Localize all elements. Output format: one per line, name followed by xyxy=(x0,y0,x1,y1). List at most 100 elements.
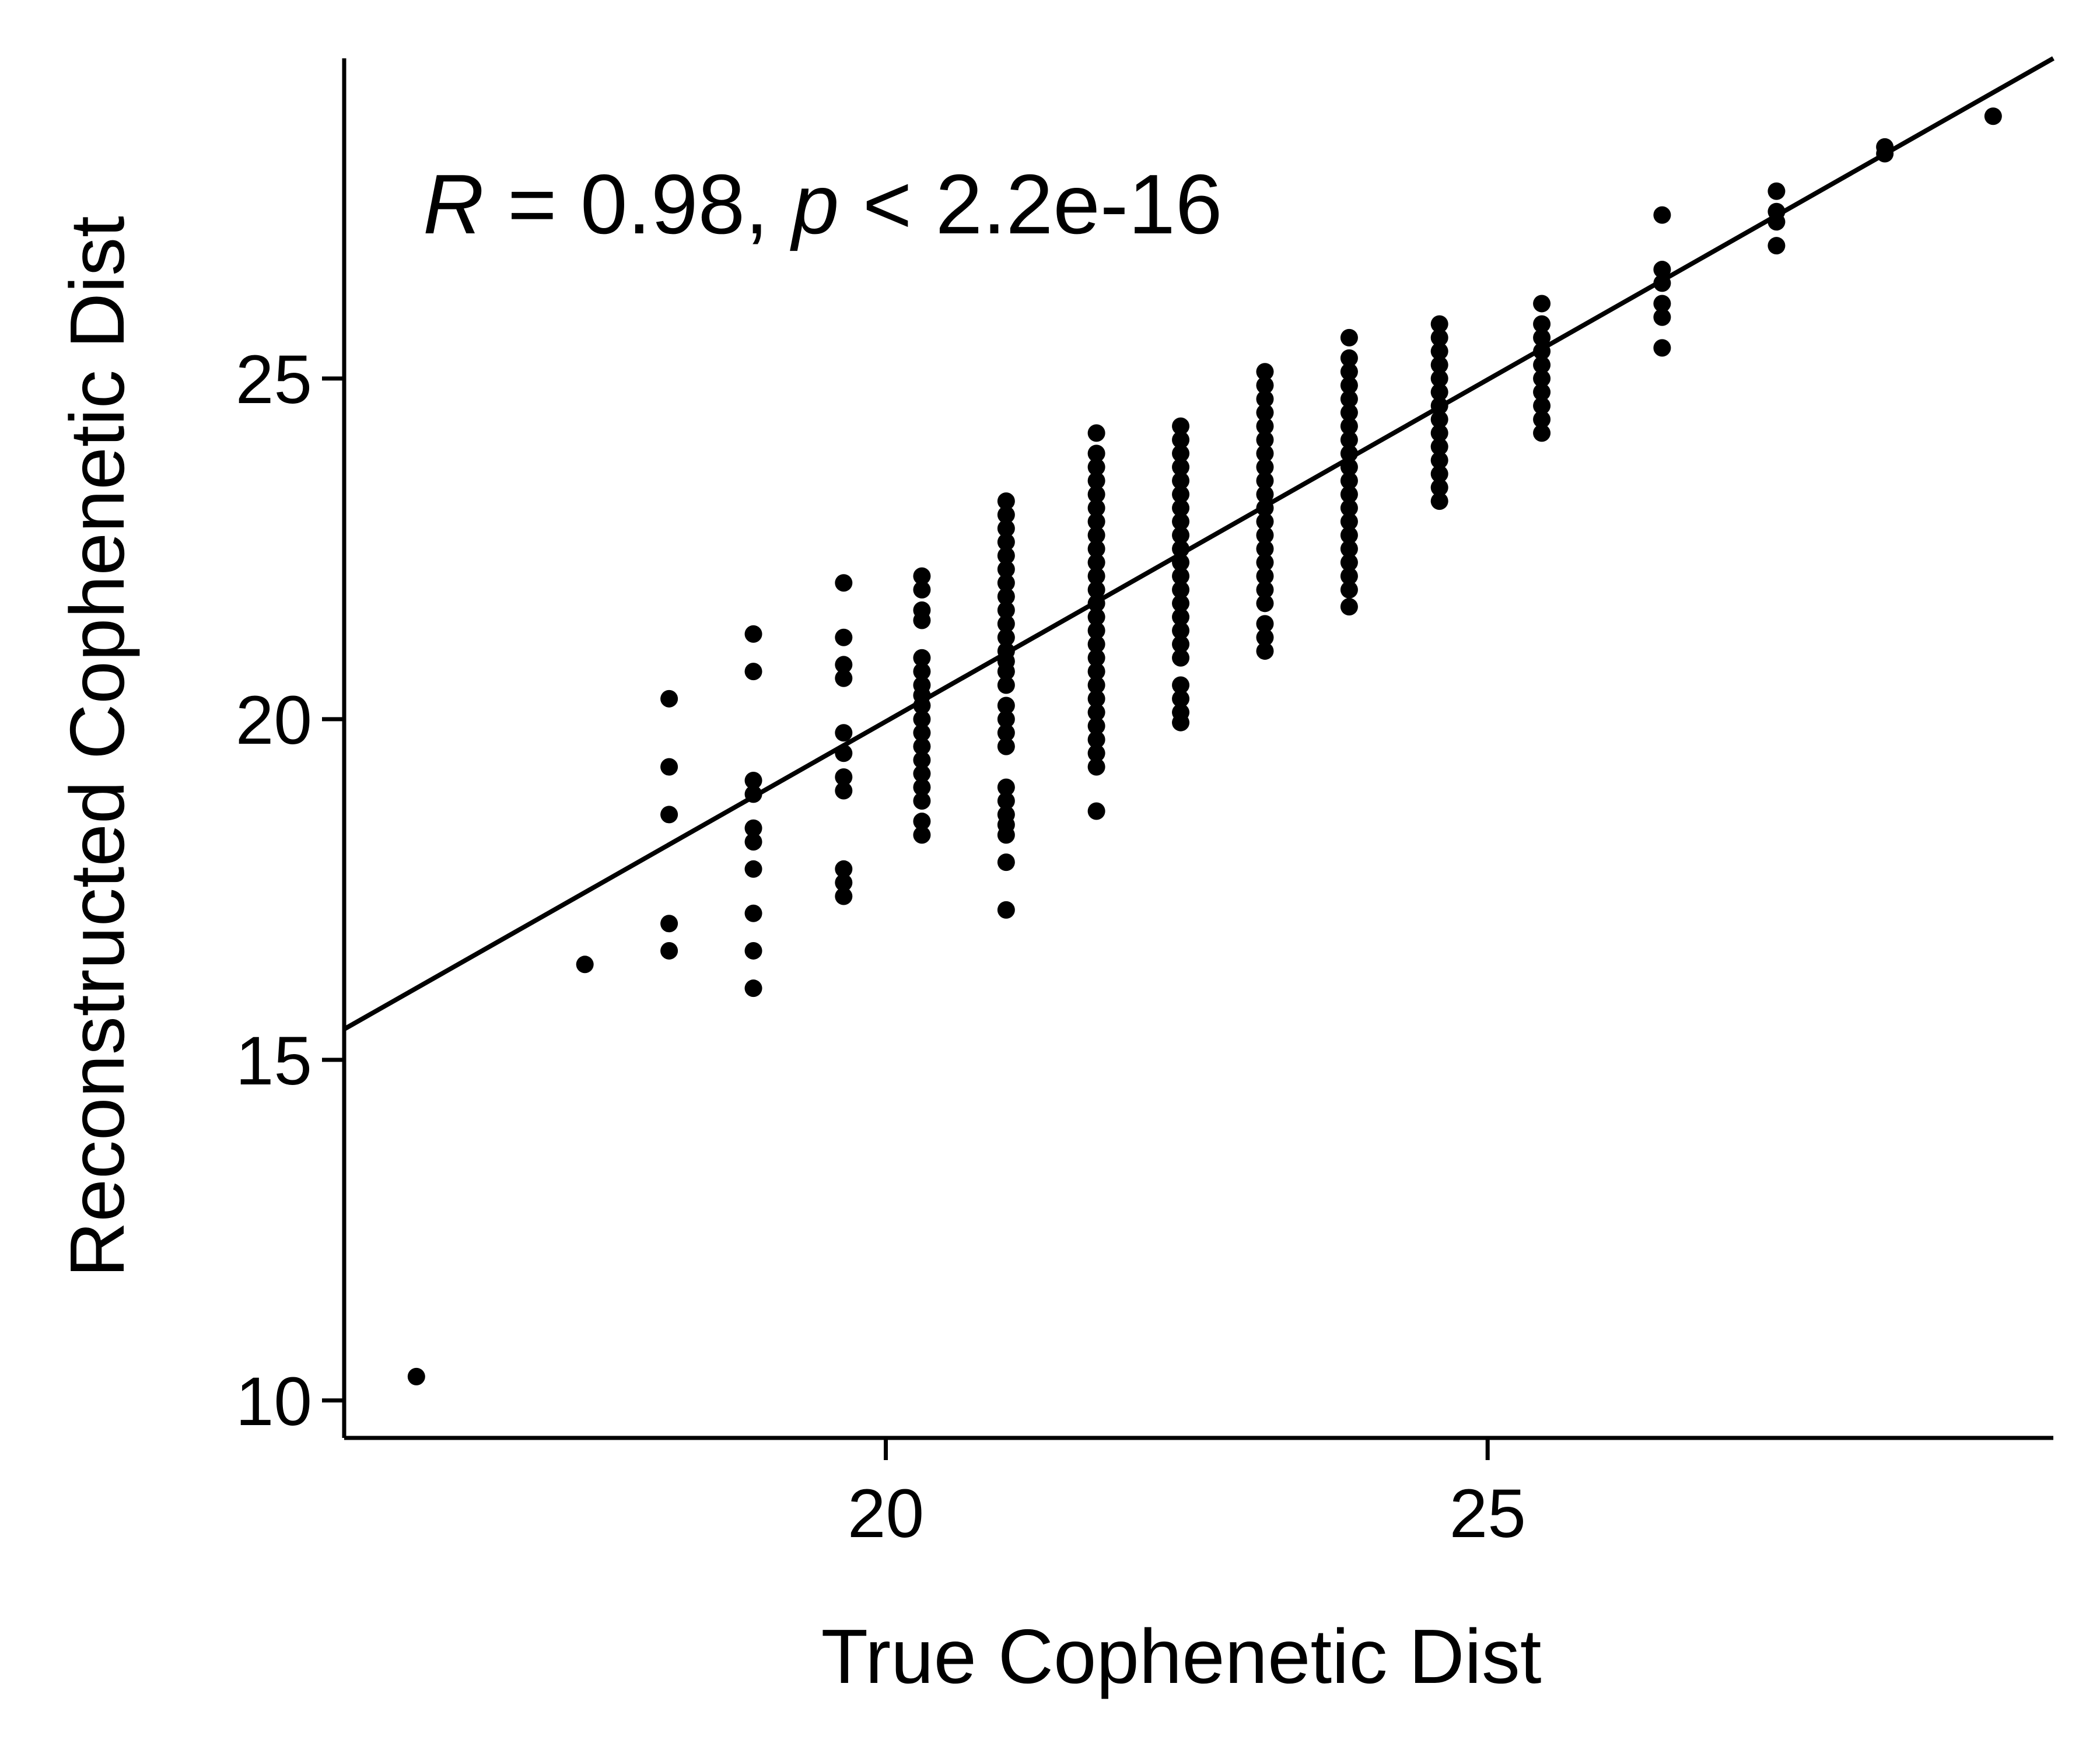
data-point xyxy=(1172,622,1190,640)
data-point xyxy=(1256,458,1274,476)
data-point xyxy=(1430,478,1448,496)
data-point xyxy=(913,724,931,742)
data-point xyxy=(1430,452,1448,470)
data-point xyxy=(1340,363,1358,381)
data-point xyxy=(1340,349,1358,367)
data-point xyxy=(997,696,1015,715)
data-point xyxy=(1087,802,1105,820)
data-point xyxy=(1430,383,1448,401)
data-point xyxy=(1340,526,1358,544)
data-point xyxy=(744,785,762,803)
x-axis-ticks: 20 25 xyxy=(848,1438,1526,1552)
data-point xyxy=(1087,690,1105,708)
data-point xyxy=(1430,492,1448,510)
data-point xyxy=(1533,410,1551,428)
data-point xyxy=(1172,608,1190,626)
data-point xyxy=(913,765,931,783)
y-tick-label: 20 xyxy=(236,682,312,759)
data-point xyxy=(997,587,1015,606)
data-point xyxy=(1172,580,1190,598)
data-point xyxy=(835,656,853,674)
data-point xyxy=(1256,472,1274,490)
data-point xyxy=(997,615,1015,633)
data-point xyxy=(1340,417,1358,435)
data-point xyxy=(744,860,762,878)
data-point xyxy=(835,724,853,742)
data-point xyxy=(997,806,1015,824)
data-point xyxy=(1533,383,1551,401)
data-point xyxy=(1087,649,1105,667)
data-point xyxy=(1172,704,1190,722)
data-point xyxy=(913,737,931,755)
data-point xyxy=(1172,444,1190,463)
data-point xyxy=(1256,526,1274,544)
data-point xyxy=(1256,567,1274,585)
data-point xyxy=(1430,342,1448,360)
data-points xyxy=(407,107,2002,1385)
data-point xyxy=(997,792,1015,810)
data-point xyxy=(1653,261,1671,279)
data-point xyxy=(997,737,1015,755)
data-point xyxy=(407,1367,425,1385)
data-point xyxy=(835,669,853,687)
data-point xyxy=(1087,554,1105,572)
data-point xyxy=(660,915,678,933)
data-point xyxy=(1087,663,1105,681)
data-point xyxy=(1256,376,1274,394)
data-point xyxy=(997,547,1015,565)
data-point xyxy=(1768,202,1786,220)
data-point xyxy=(1172,458,1190,476)
data-point xyxy=(1087,485,1105,503)
data-point xyxy=(1430,410,1448,428)
data-point xyxy=(744,625,762,643)
data-point xyxy=(1256,615,1274,633)
data-point xyxy=(1087,424,1105,442)
data-point xyxy=(1087,730,1105,748)
data-point xyxy=(1256,499,1274,517)
data-point xyxy=(1533,315,1551,333)
data-point xyxy=(1533,295,1551,313)
data-point xyxy=(997,853,1015,872)
data-point xyxy=(1172,676,1190,694)
data-point xyxy=(660,758,678,776)
data-point xyxy=(1256,485,1274,503)
data-point xyxy=(1087,580,1105,598)
data-point xyxy=(1340,580,1358,598)
r-value: = 0.98, xyxy=(484,157,792,251)
data-point xyxy=(997,710,1015,728)
data-point xyxy=(1430,356,1448,374)
data-point xyxy=(1172,417,1190,435)
data-point xyxy=(1256,513,1274,531)
data-point xyxy=(835,860,853,878)
data-point xyxy=(1087,540,1105,558)
data-point xyxy=(1340,499,1358,517)
data-point xyxy=(1172,554,1190,572)
data-point xyxy=(835,782,853,800)
data-point xyxy=(1256,594,1274,612)
data-point xyxy=(1172,526,1190,544)
data-point xyxy=(1340,328,1358,346)
data-point xyxy=(1172,567,1190,585)
data-point xyxy=(1340,598,1358,616)
x-axis-title: True Cophenetic Dist xyxy=(821,1614,1542,1699)
data-point xyxy=(997,492,1015,510)
data-point xyxy=(1087,635,1105,653)
data-point xyxy=(1768,237,1786,255)
data-point xyxy=(1172,513,1190,531)
data-point xyxy=(1340,376,1358,394)
data-point xyxy=(835,874,853,892)
data-point xyxy=(1340,458,1358,476)
data-point xyxy=(1172,635,1190,653)
x-tick-label: 25 xyxy=(1450,1475,1526,1552)
data-point xyxy=(1256,580,1274,598)
data-point xyxy=(1256,540,1274,558)
data-point xyxy=(1653,308,1671,326)
data-point xyxy=(1172,472,1190,490)
data-point xyxy=(997,574,1015,592)
data-point xyxy=(1256,444,1274,463)
data-point xyxy=(1087,499,1105,517)
data-point xyxy=(1533,424,1551,442)
data-point xyxy=(997,676,1015,694)
data-point xyxy=(1087,704,1105,722)
data-point xyxy=(1340,431,1358,449)
